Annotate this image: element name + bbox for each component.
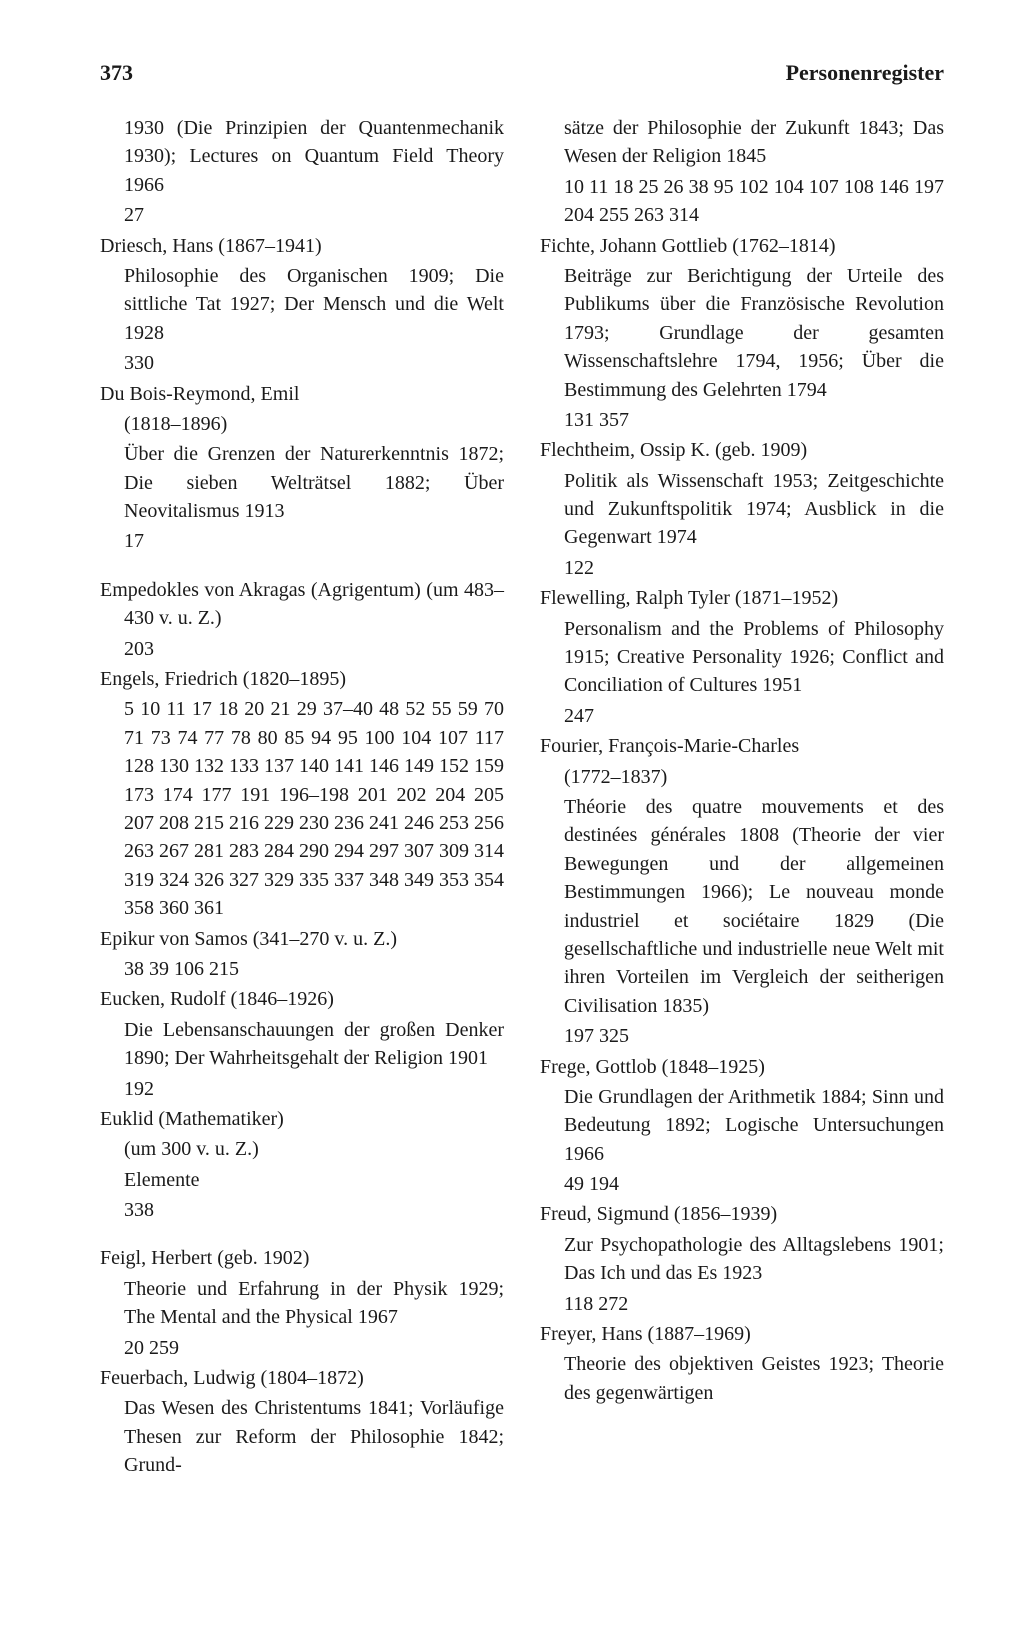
- entry-body: (1818–1896): [100, 410, 504, 438]
- entry-heading: Empedokles von Akragas (Agrigentum) (um …: [100, 576, 504, 633]
- entry-body: Philosophie des Organischen 1909; Die si…: [100, 262, 504, 347]
- entry-heading: Flewelling, Ralph Tyler (1871–1952): [540, 584, 944, 612]
- entry-heading: Engels, Friedrich (1820–1895): [100, 665, 504, 693]
- entry-body: Die Grundlagen der Arithmetik 1884; Sinn…: [540, 1083, 944, 1168]
- entry-heading: Epikur von Samos (341–270 v. u. Z.): [100, 925, 504, 953]
- entry-heading: Du Bois-Reymond, Emil: [100, 380, 504, 408]
- entry-body: Elemente: [100, 1166, 504, 1194]
- entry-body: (1772–1837): [540, 763, 944, 791]
- entry-heading: Frege, Gottlob (1848–1925): [540, 1053, 944, 1081]
- entry-body: (um 300 v. u. Z.): [100, 1135, 504, 1163]
- entry-body: Über die Grenzen der Naturerkenntnis 187…: [100, 440, 504, 525]
- entry-body: Theorie und Erfahrung in der Physik 1929…: [100, 1275, 504, 1332]
- entry-body: 203: [100, 635, 504, 663]
- entry-body: 122: [540, 554, 944, 582]
- entry-body: 192: [100, 1075, 504, 1103]
- entry-body: 49 194: [540, 1170, 944, 1198]
- page-number: 373: [100, 60, 133, 86]
- entry-body: 10 11 18 25 26 38 95 102 104 107 108 146…: [540, 173, 944, 230]
- entry-body: Personalism and the Problems of Philosop…: [540, 615, 944, 700]
- entry-body: Beiträge zur Berichtigung der Urteile de…: [540, 262, 944, 404]
- page-header: 373 Personenregister: [100, 60, 944, 86]
- entry-heading: Eucken, Rudolf (1846–1926): [100, 985, 504, 1013]
- page-title: Personenregister: [786, 60, 944, 86]
- entry-body: Das Wesen des Christentums 1841; Vorläuf…: [100, 1394, 504, 1479]
- entry-body: 197 325: [540, 1022, 944, 1050]
- entry-heading: Feigl, Herbert (geb. 1902): [100, 1244, 504, 1272]
- entry-heading: Driesch, Hans (1867–1941): [100, 232, 504, 260]
- entry-body: 118 272: [540, 1290, 944, 1318]
- entry-body: 17: [100, 527, 504, 555]
- entry-body: 131 357: [540, 406, 944, 434]
- page: 373 Personenregister 1930 (Die Prinzipie…: [0, 0, 1024, 1650]
- entry-body: Zur Psychopathologie des Alltagslebens 1…: [540, 1231, 944, 1288]
- entry-heading: Flechtheim, Ossip K. (geb. 1909): [540, 436, 944, 464]
- entry-body: 338: [100, 1196, 504, 1224]
- entry-heading: Freyer, Hans (1887–1969): [540, 1320, 944, 1348]
- entry-body: 5 10 11 17 18 20 21 29 37–40 48 52 55 59…: [100, 695, 504, 922]
- entry-heading: Euklid (Mathematiker): [100, 1105, 504, 1133]
- entry-body: Theorie des objektiven Geistes 1923; The…: [540, 1350, 944, 1407]
- entry-body: Die Lebensanschauungen der großen Denker…: [100, 1016, 504, 1073]
- entry-body: Politik als Wissenschaft 1953; Zeitgesch…: [540, 467, 944, 552]
- entry-body: Théorie des quatre mouvements et des des…: [540, 793, 944, 1020]
- entry-body: sätze der Philosophie der Zukunft 1843; …: [540, 114, 944, 171]
- entry-body: 38 39 106 215: [100, 955, 504, 983]
- entry-heading: Freud, Sigmund (1856–1939): [540, 1200, 944, 1228]
- column-left: 1930 (Die Prinzipien der Quantenmechanik…: [100, 114, 504, 1482]
- paragraph-gap: [100, 558, 504, 576]
- entry-body: 27: [100, 201, 504, 229]
- columns: 1930 (Die Prinzipien der Quantenmechanik…: [100, 114, 944, 1482]
- column-right: sätze der Philosophie der Zukunft 1843; …: [540, 114, 944, 1482]
- entry-body: 247: [540, 702, 944, 730]
- entry-heading: Fichte, Johann Gottlieb (1762–1814): [540, 232, 944, 260]
- entry-body: 330: [100, 349, 504, 377]
- paragraph-gap: [100, 1226, 504, 1244]
- entry-body: 1930 (Die Prinzipien der Quantenmechanik…: [100, 114, 504, 199]
- entry-body: 20 259: [100, 1334, 504, 1362]
- entry-heading: Fourier, François-Marie-Charles: [540, 732, 944, 760]
- entry-heading: Feuerbach, Ludwig (1804–1872): [100, 1364, 504, 1392]
